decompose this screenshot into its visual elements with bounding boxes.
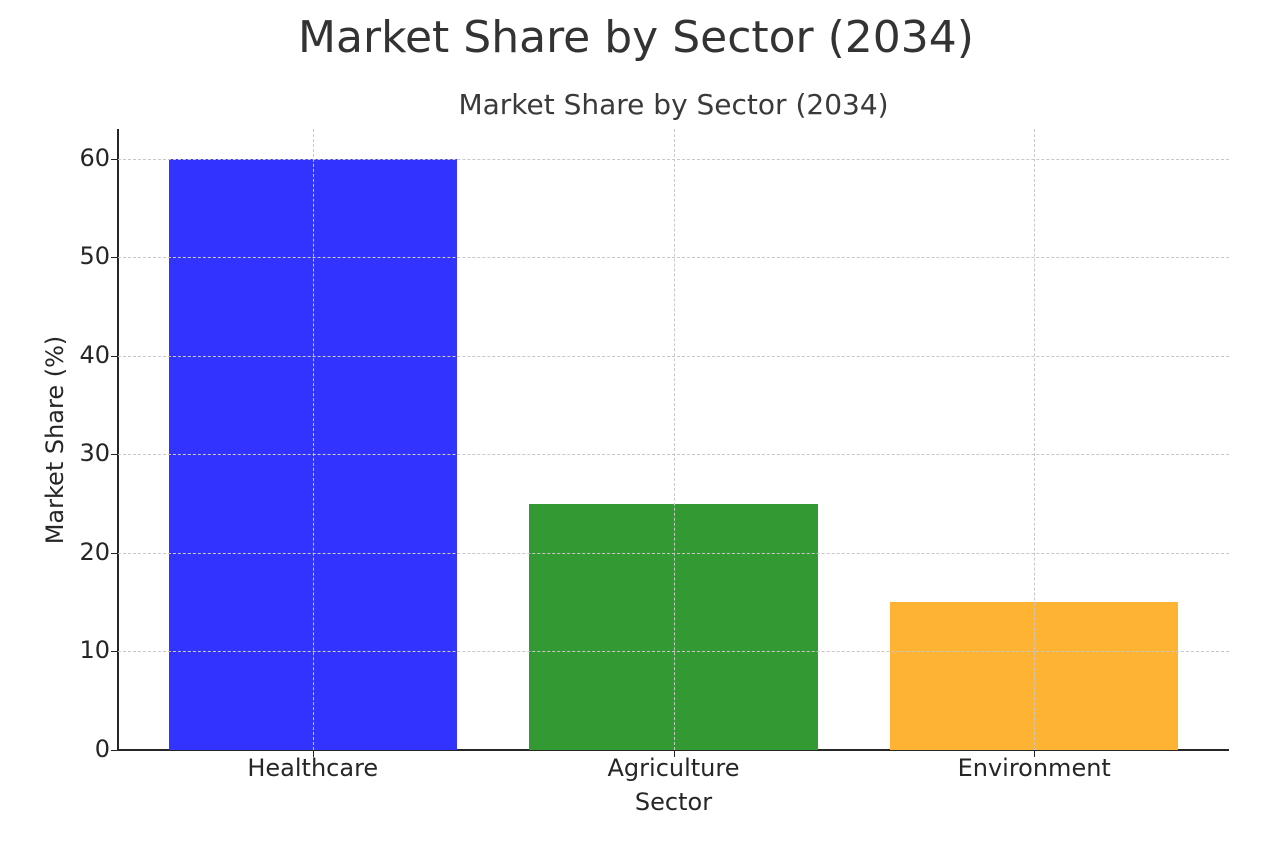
bar-agriculture [529,503,818,750]
x-tick-label: Environment [957,754,1111,782]
x-tick-label: Healthcare [247,754,379,782]
x-tick-mark [312,751,314,757]
y-tick-mark [111,355,117,357]
x-tick-mark [673,751,675,757]
x-gridline [312,129,314,750]
plot-area [118,129,1229,750]
x-tick-mark [1034,751,1036,757]
y-tick-label: 40 [79,340,110,369]
y-tick-label: 50 [79,242,110,271]
x-gridline [673,129,675,750]
y-tick-label: 20 [79,537,110,566]
y-tick-mark [111,750,117,751]
y-tick-mark [111,257,117,259]
y-axis-label: Market Share (%) [41,335,69,545]
y-tick-mark [111,158,117,160]
y-tick-label: 60 [79,143,110,172]
y-axis-spine [117,129,119,751]
y-tick-mark [111,552,117,554]
chart-suptitle: Market Share by Sector (2034) [298,12,974,63]
y-tick-label: 10 [79,636,110,665]
chart-title: Market Share by Sector (2034) [458,88,889,121]
x-axis-label: Sector [634,788,713,816]
y-tick-label: 30 [79,439,110,468]
x-tick-label: Agriculture [607,754,740,782]
y-tick-mark [111,651,117,653]
y-tick-mark [111,454,117,456]
x-gridline [1034,129,1036,750]
x-axis-spine [117,749,1229,751]
y-tick-label: 0 [94,735,110,763]
